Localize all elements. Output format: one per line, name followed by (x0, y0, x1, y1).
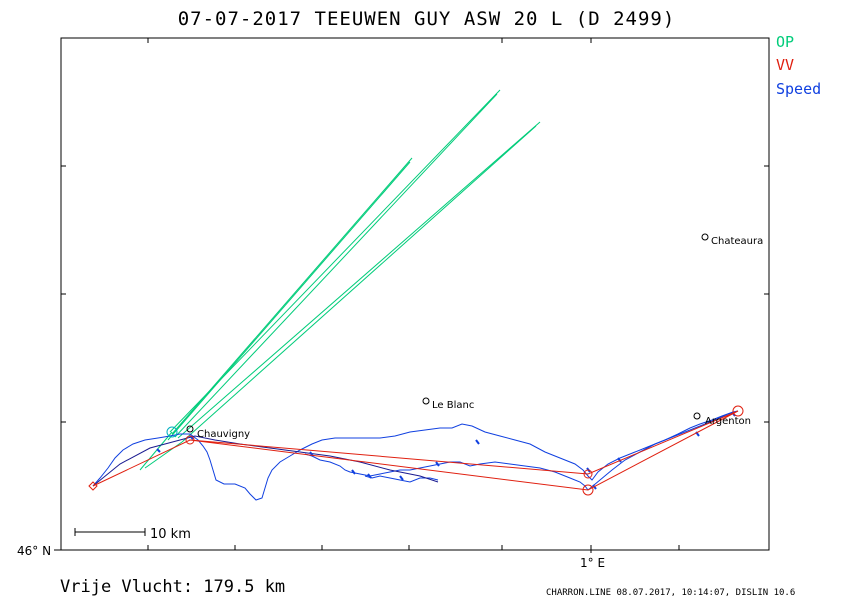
start-marker (166, 426, 178, 438)
place-argenton: Argenton (705, 416, 751, 427)
legend-op: OP (776, 33, 795, 51)
scale-bar: 10 km (74, 527, 191, 542)
legend-vv: VV (776, 56, 795, 74)
longitude-label: 1° E (580, 556, 606, 570)
op-rays (139, 89, 541, 471)
place-chateauroux: Chateaura (711, 236, 763, 247)
vv-task (88, 405, 744, 496)
flight-track (92, 410, 739, 501)
latitude-label: 46° N (17, 544, 52, 558)
map-title: 07-07-2017 TEEUWEN GUY ASW 20 L (D 2499) (177, 8, 676, 30)
legend-speed: Speed (776, 80, 822, 98)
place-chauvigny: Chauvigny (197, 429, 250, 440)
axis-ticks (61, 38, 769, 550)
places: Chateaura Le Blanc Argenton Chauvigny (186, 233, 763, 440)
scale-label: 10 km (150, 527, 191, 542)
free-flight-distance: Vrije Vlucht: 179.5 km (60, 577, 286, 597)
credits: CHARRON.LINE 08.07.2017, 10:14:07, DISLI… (546, 588, 796, 598)
speed-markers (156, 411, 736, 490)
map-frame (60, 37, 770, 551)
place-le-blanc: Le Blanc (432, 400, 474, 411)
